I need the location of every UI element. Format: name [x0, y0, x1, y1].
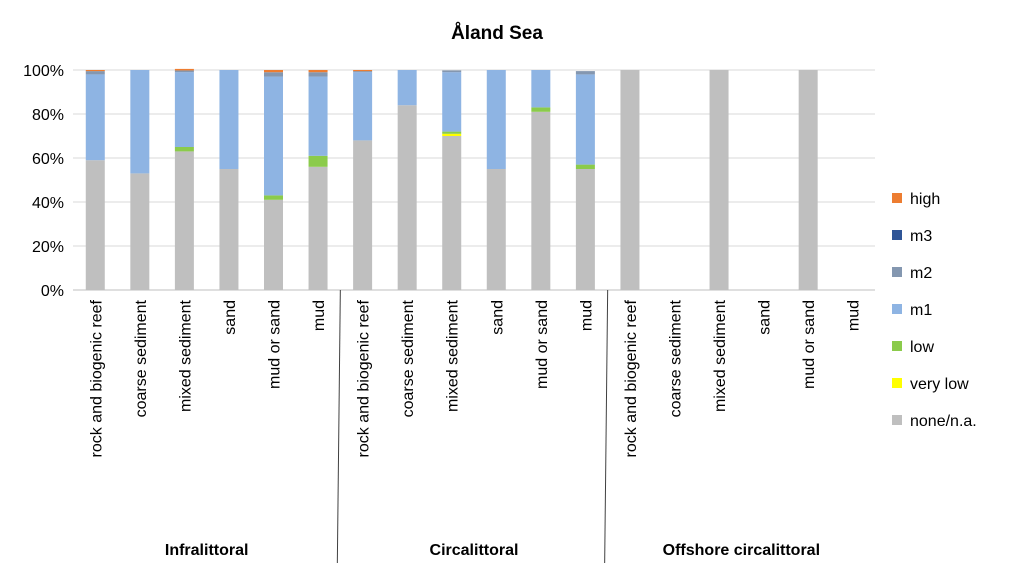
bar-segment — [130, 70, 150, 174]
bar-segment — [442, 70, 462, 73]
gridlines — [73, 69, 875, 247]
y-tick-label: 80% — [32, 107, 64, 124]
bar-segment — [174, 72, 194, 147]
y-tick-label: 60% — [32, 151, 64, 168]
category-labels: rock and biogenic reef coarse sediment mix… — [88, 299, 862, 457]
bar-segment — [442, 133, 462, 136]
legend-swatch — [892, 304, 902, 314]
legend-label: very low — [910, 376, 969, 393]
bar-segment — [531, 70, 551, 108]
category-label: mud or sand — [267, 300, 284, 389]
y-tick-label: 40% — [32, 195, 64, 212]
group-separator — [336, 289, 341, 564]
category-label: mud — [311, 300, 328, 331]
bar-segment — [575, 169, 595, 290]
x-axis — [73, 289, 875, 564]
category-label: mud — [578, 300, 595, 331]
bar-segment — [531, 107, 551, 112]
bar-segment — [85, 160, 105, 290]
y-tick-label: 100% — [23, 63, 64, 80]
legend-swatch — [892, 415, 902, 425]
category-label: mixed sediment — [712, 299, 729, 412]
bar-segment — [397, 105, 417, 290]
category-label: coarse sediment — [668, 299, 685, 417]
bar-segment — [264, 195, 283, 200]
bar-segment — [85, 74, 105, 161]
bar-segment — [353, 72, 373, 141]
bar-segment — [709, 70, 729, 290]
bar-segment — [353, 70, 373, 72]
legend-swatch — [892, 378, 902, 388]
bar-segment — [219, 70, 239, 169]
category-label: sand — [222, 300, 239, 335]
legend-label: low — [910, 339, 934, 356]
bar-segment — [620, 70, 640, 290]
bar-segment — [219, 169, 239, 290]
category-label: mixed sediment — [445, 299, 462, 412]
bar-segment — [308, 72, 328, 77]
category-label: sand — [757, 300, 774, 335]
bar-segment — [264, 72, 283, 77]
bar-segment — [264, 70, 283, 73]
bar-segment — [130, 173, 150, 290]
category-label: mud or sand — [801, 300, 818, 389]
category-label: sand — [489, 300, 506, 335]
category-label: mixed sediment — [177, 299, 194, 412]
category-label: mud or sand — [534, 300, 551, 389]
bar-segment — [85, 70, 105, 72]
bar-segment — [575, 164, 595, 169]
legend-label: high — [910, 191, 940, 208]
legend-swatch — [892, 193, 902, 203]
bar-segment — [308, 76, 328, 156]
group-label: Offshore circalittoral — [663, 542, 820, 559]
bar-segment — [798, 70, 818, 290]
category-label: coarse sediment — [400, 299, 417, 417]
y-tick-label: 0% — [41, 283, 64, 300]
bar-segment — [575, 71, 595, 75]
category-label: rock and biogenic reef — [356, 299, 373, 457]
legend-label: m3 — [910, 228, 932, 245]
legend-swatch — [892, 230, 902, 240]
legend-swatch — [892, 341, 902, 351]
bar-segment — [174, 151, 194, 290]
category-label: rock and biogenic reef — [88, 299, 105, 457]
group-label: Circalittoral — [430, 542, 519, 559]
legend-label: m2 — [910, 265, 932, 282]
bar-segment — [174, 68, 194, 71]
group-label: Infralittoral — [165, 542, 249, 559]
legend: high m3 m2 m1 low very low none/n.a. — [892, 191, 977, 430]
chart-title: Åland Sea — [451, 23, 543, 44]
bar-segment — [264, 199, 283, 290]
bars — [85, 68, 818, 290]
bar-segment — [397, 70, 417, 106]
category-label: mud — [846, 300, 863, 331]
group-labels: Infralittoral Circalittoral Offshore circa… — [165, 542, 820, 559]
bar-segment — [85, 71, 105, 75]
bar-segment — [264, 76, 283, 196]
category-label: rock and biogenic reef — [623, 299, 640, 457]
bar-segment — [174, 70, 194, 73]
bar-segment — [486, 70, 506, 169]
group-separator — [604, 289, 609, 564]
category-label: coarse sediment — [133, 299, 150, 417]
bar-segment — [174, 147, 194, 152]
bar-segment — [531, 111, 551, 290]
bar-segment — [353, 71, 373, 73]
legend-swatch — [892, 267, 902, 277]
y-axis-ticks: 0% 20% 40% 60% 80% 100% — [23, 63, 64, 300]
bar-segment — [486, 169, 506, 290]
bar-segment — [308, 155, 328, 167]
bar-segment — [442, 72, 462, 132]
bar-segment — [308, 70, 328, 73]
bar-segment — [442, 131, 462, 134]
bar-segment — [308, 166, 328, 290]
bar-segment — [353, 140, 373, 290]
bar-segment — [442, 136, 462, 290]
legend-label: none/n.a. — [910, 413, 977, 430]
bar-segment — [575, 74, 595, 165]
y-tick-label: 20% — [32, 239, 64, 256]
legend-label: m1 — [910, 302, 932, 319]
